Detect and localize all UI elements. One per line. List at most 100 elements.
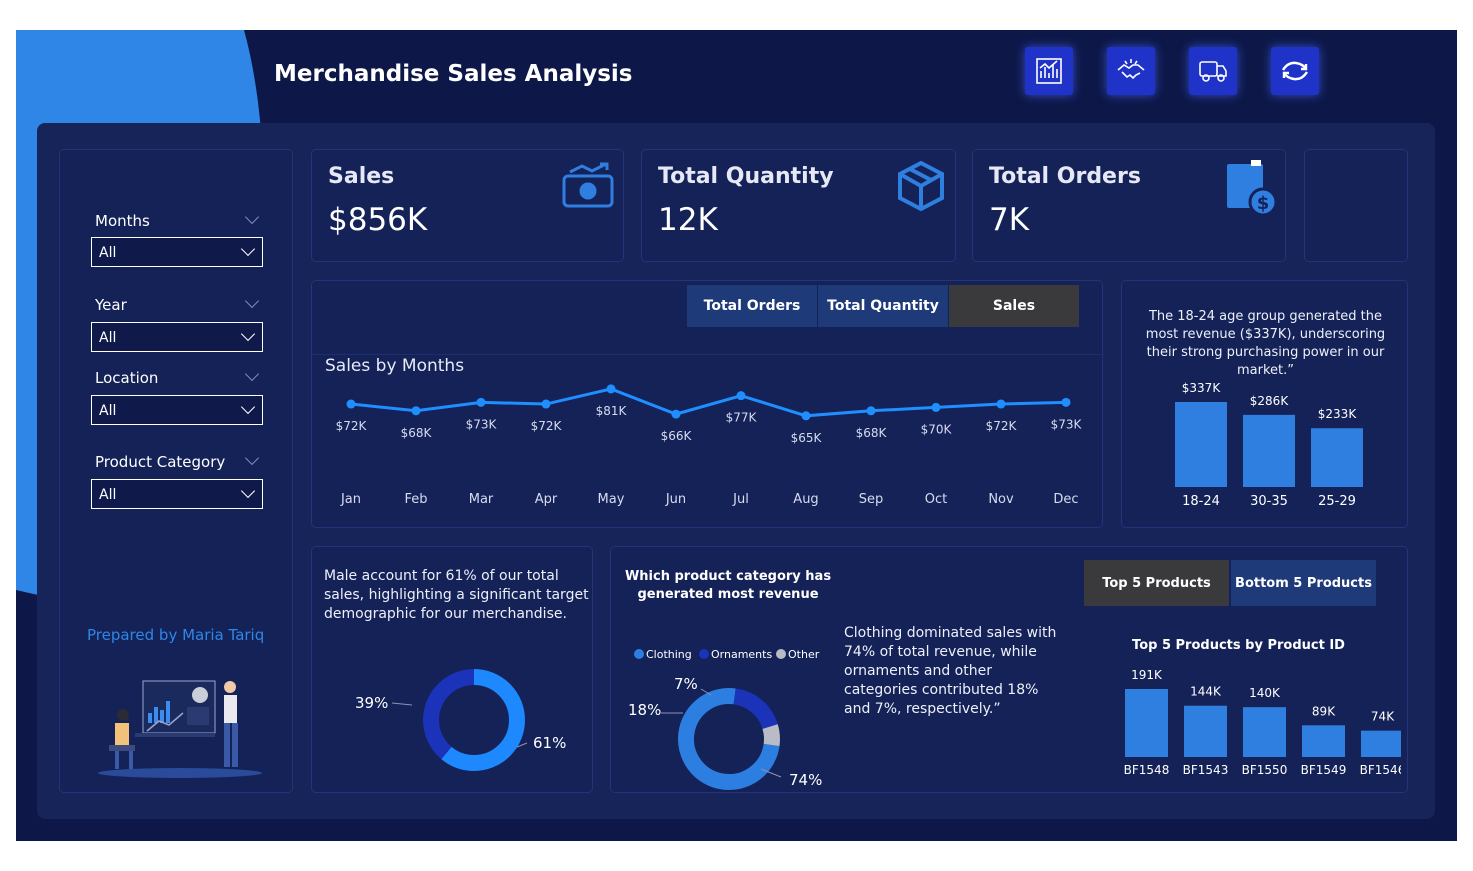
location-label: Location [95,369,159,387]
line-point [866,406,876,416]
chevron-down-icon [240,399,256,415]
x-tick-label: Jul [732,492,749,507]
data-label: 39% [355,694,388,712]
nav-truck-button[interactable] [1189,47,1237,95]
tab-bottom-5-products[interactable]: Bottom 5 Products [1231,560,1376,606]
handshake-icon [1117,59,1145,80]
line-point [476,397,486,407]
x-tick-label: BF1548 [1124,763,1170,777]
data-label: $68K [401,426,433,440]
data-label: $70K [921,422,953,436]
age-group-card: The 18-24 age group generated the most r… [1121,280,1408,528]
x-tick-label: Dec [1053,492,1078,507]
orders-kpi-card: Total Orders 7K $ [972,149,1286,262]
top-products-bar-chart: 191K BF1548 144K BF1543 140K BF1550 89K BF1549 7… [1124,668,1401,777]
data-label: 140K [1249,686,1281,700]
tab-total-orders[interactable]: Total Orders [687,285,817,327]
months-select[interactable]: All [91,237,263,267]
x-tick-label: May [598,492,625,507]
chevron-down-icon[interactable] [244,450,260,466]
line-point [606,384,616,394]
data-label: 89K [1312,704,1336,718]
product-category-value: All [99,487,117,503]
x-tick-label: BF1546 [1360,763,1401,777]
filter-panel: Months All Year All Location All Product… [59,149,293,793]
product-category-select[interactable]: All [91,479,263,509]
chevron-down-icon[interactable] [244,209,260,225]
data-label: $72K [986,419,1018,433]
money-icon [562,162,614,208]
products-chart-title: Top 5 Products by Product ID [1132,638,1345,653]
data-label: $72K [531,419,563,433]
age-bar [1175,402,1227,487]
year-select[interactable]: All [91,322,263,352]
product-bar [1184,705,1227,757]
page-title: Merchandise Sales Analysis [274,61,633,87]
nav-chart-button[interactable] [1025,47,1073,95]
sales-kpi-card: Sales $856K [311,149,624,262]
refresh-icon [1281,61,1309,81]
product-bar [1361,730,1401,757]
chevron-down-icon[interactable] [244,366,260,382]
product-category-label: Product Category [95,453,226,471]
data-label: $81K [596,404,628,418]
orders-kpi-title: Total Orders [989,164,1141,189]
x-tick-label: BF1550 [1242,763,1288,777]
category-products-card: Which product category has generated mos… [610,546,1408,793]
age-bar [1311,428,1363,487]
quantity-kpi-title: Total Quantity [658,164,834,189]
category-insight-text: Clothing dominated sales with 74% of tot… [844,625,1057,717]
data-label: 74% [789,771,822,789]
legend-clothing-label: Clothing [646,648,692,661]
line-point [1061,397,1071,407]
x-tick-label: Aug [793,492,818,507]
data-label: 7% [674,675,698,693]
x-tick-label: 25-29 [1318,494,1356,509]
empty-kpi-card [1304,149,1408,262]
gender-insight-text: Male account for 61% of our total sales,… [324,568,589,622]
tab-top-5-products[interactable]: Top 5 Products [1084,560,1229,606]
legend-ornaments-marker [699,649,709,659]
tab-sales[interactable]: Sales [949,285,1079,327]
data-label: $65K [791,431,823,445]
tab-total-quantity[interactable]: Total Quantity [818,285,948,327]
x-tick-label: Sep [859,492,884,507]
x-tick-label: Feb [404,492,427,507]
sales-kpi-title: Sales [328,164,395,189]
leader-line [700,688,712,696]
x-tick-label: Oct [925,492,947,507]
nav-refresh-button[interactable] [1271,47,1319,95]
x-tick-label: BF1549 [1301,763,1347,777]
months-value: All [99,245,117,261]
chevron-down-icon[interactable] [244,293,260,309]
data-label: $286K [1250,394,1290,408]
gender-card: Male account for 61% of our total sales,… [311,546,593,793]
chart-icon [1036,58,1062,84]
legend-other-label: Other [788,648,820,661]
location-value: All [99,403,117,419]
data-label: $68K [856,426,888,440]
x-tick-label: BF1543 [1183,763,1229,777]
nav-handshake-button[interactable] [1107,47,1155,95]
data-label: 74K [1371,710,1395,724]
data-label: $233K [1318,407,1358,421]
leader-line [516,742,528,748]
truck-icon [1199,61,1227,82]
ornaments-slice [678,688,780,790]
age-group-bar-chart: $337K 18-24 $286K 30-35 $233K 25-29 [1175,381,1363,509]
data-label: 61% [533,734,566,752]
data-label: $73K [466,417,498,431]
other-slice [678,688,780,790]
line-point [931,402,941,412]
legend-clothing-marker [634,649,644,659]
line-point [801,411,811,421]
age-bar [1243,414,1295,487]
location-select[interactable]: All [91,395,263,425]
category-donut-chart: Clothing Ornaments Other 74% 18% 7% [628,648,822,790]
months-label: Months [95,212,150,230]
data-label: 18% [628,701,661,719]
x-tick-label: Jun [665,492,686,507]
quantity-kpi-card: Total Quantity 12K [641,149,956,262]
sales-by-months-card: Total Orders Total Quantity Sales Sales … [311,280,1104,528]
x-tick-label: Apr [535,492,558,507]
